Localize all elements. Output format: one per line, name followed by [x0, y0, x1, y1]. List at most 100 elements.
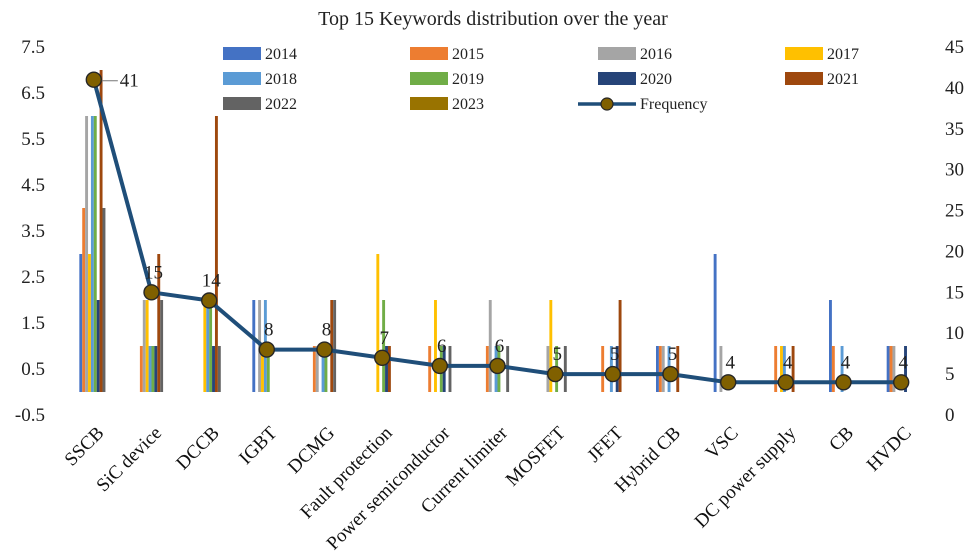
legend-swatch — [785, 47, 823, 60]
legend-item: 2020 — [598, 71, 672, 88]
legend-item: Frequency — [578, 96, 708, 113]
bar-2021-jfet — [618, 300, 622, 392]
legend-label: Frequency — [640, 96, 708, 113]
data-label: 4 — [898, 352, 908, 373]
bar-2022-sic-device — [160, 300, 164, 392]
bar-2021-dccb — [214, 116, 218, 392]
bar-2018-sic-device — [148, 346, 152, 392]
frequency-point — [720, 374, 737, 391]
legend-item: 2018 — [223, 71, 297, 88]
frequency-point — [489, 357, 506, 375]
data-label: 41 — [120, 71, 139, 92]
bar-2016-sscb — [85, 116, 89, 392]
frequency-point — [143, 284, 160, 301]
x-tick-label: JFET — [583, 422, 627, 466]
bars-group — [79, 70, 907, 392]
bar-2015-hybrid-cb — [658, 346, 662, 392]
y-left-tick-label: 2.5 — [21, 267, 45, 288]
bar-2015-power-semiconductor — [428, 346, 432, 392]
frequency-point — [777, 374, 794, 391]
x-tick-label: IGBT — [235, 422, 281, 468]
data-label: 7 — [379, 328, 389, 349]
data-label: 8 — [264, 320, 274, 341]
bar-2019-fault-protection — [382, 300, 386, 392]
bar-2014-igbt — [252, 300, 256, 392]
bar-2015-dc-power-supply — [774, 346, 778, 392]
bar-2016-dcmg — [315, 346, 319, 392]
bar-2017-igbt — [261, 346, 264, 392]
y-right-tick-label: 25 — [945, 201, 964, 222]
bar-2017-dc-power-supply — [780, 346, 783, 392]
bar-2014-hybrid-cb — [656, 346, 659, 392]
frequency-point — [604, 365, 621, 383]
bar-2020-dccb — [212, 346, 215, 392]
data-label: 4 — [841, 352, 851, 373]
bar-2017-sscb — [88, 254, 91, 392]
x-tick-label: MOSFET — [502, 422, 570, 490]
bar-2020-fault-protection — [385, 346, 388, 392]
y-right-tick-label: 35 — [945, 119, 964, 140]
legend-label: 2018 — [265, 71, 297, 88]
data-label: 5 — [552, 344, 562, 365]
frequency-point — [431, 357, 448, 375]
bar-2019-igbt — [266, 346, 270, 392]
bar-2019-dccb — [209, 300, 213, 392]
legend-label: 2022 — [265, 96, 297, 113]
frequency-point — [258, 341, 275, 358]
x-tick-label: HVDC — [863, 423, 916, 476]
y-left-tick-label: -0.5 — [15, 405, 45, 426]
legend-swatch — [223, 72, 261, 85]
data-label: 5 — [610, 344, 620, 365]
legend-item: 2016 — [598, 46, 672, 63]
data-label: 8 — [322, 320, 332, 341]
bar-2021-fault-protection — [387, 346, 391, 392]
legend-item: 2021 — [785, 71, 859, 88]
data-label: 4 — [783, 352, 793, 373]
bar-2017-mosfet — [549, 300, 553, 392]
bar-2022-mosfet — [563, 346, 567, 392]
x-tick-label: DC power supply — [691, 422, 801, 532]
legend-item: 2023 — [410, 96, 484, 113]
bar-2021-sscb — [99, 70, 103, 392]
legend-label: 2019 — [452, 71, 484, 88]
x-tick-label: DCMG — [284, 422, 339, 477]
y-left-tick-label: 1.5 — [21, 313, 45, 334]
bar-2022-sscb — [102, 208, 106, 392]
bar-2020-hvdc — [904, 346, 907, 392]
data-label: 5 — [668, 344, 678, 365]
data-label: 6 — [437, 336, 447, 357]
bar-2014-sscb — [79, 254, 83, 392]
y-right-tick-label: 5 — [945, 364, 955, 385]
legend-swatch — [598, 72, 636, 85]
legend-swatch — [785, 72, 823, 85]
bar-2019-sscb — [93, 116, 97, 392]
frequency-point — [85, 71, 103, 88]
bar-2016-vsc — [719, 346, 723, 392]
bar-2022-dcmg — [333, 300, 337, 392]
legend-label: 2023 — [452, 96, 484, 113]
data-label: 4 — [725, 352, 735, 373]
bar-2014-hvdc — [886, 346, 890, 392]
bar-2017-dccb — [203, 300, 207, 392]
bar-2022-power-semiconductor — [448, 346, 452, 392]
bar-2017-sic-device — [145, 300, 149, 392]
x-tick-label: VSC — [702, 423, 743, 464]
y-left-tick-label: 7.5 — [21, 37, 45, 58]
legend-label: 2021 — [827, 71, 859, 88]
bar-2018-sscb — [90, 116, 94, 392]
bar-2014-cb — [829, 300, 832, 392]
bar-2016-mosfet — [546, 346, 550, 392]
bar-2016-hvdc — [892, 346, 896, 392]
y-left-tick-label: 4.5 — [21, 175, 45, 196]
bar-2022-dccb — [217, 346, 221, 392]
y-right-tick-label: 15 — [945, 282, 964, 303]
frequency-point — [200, 292, 218, 309]
y-left-tick-label: 5.5 — [21, 129, 45, 150]
legend-label: 2020 — [640, 71, 672, 88]
legend-swatch — [598, 47, 636, 60]
frequency-point — [662, 365, 679, 383]
bar-2021-sic-device — [157, 254, 161, 392]
bar-2015-jfet — [601, 346, 605, 392]
legend-item: 2022 — [223, 96, 297, 113]
